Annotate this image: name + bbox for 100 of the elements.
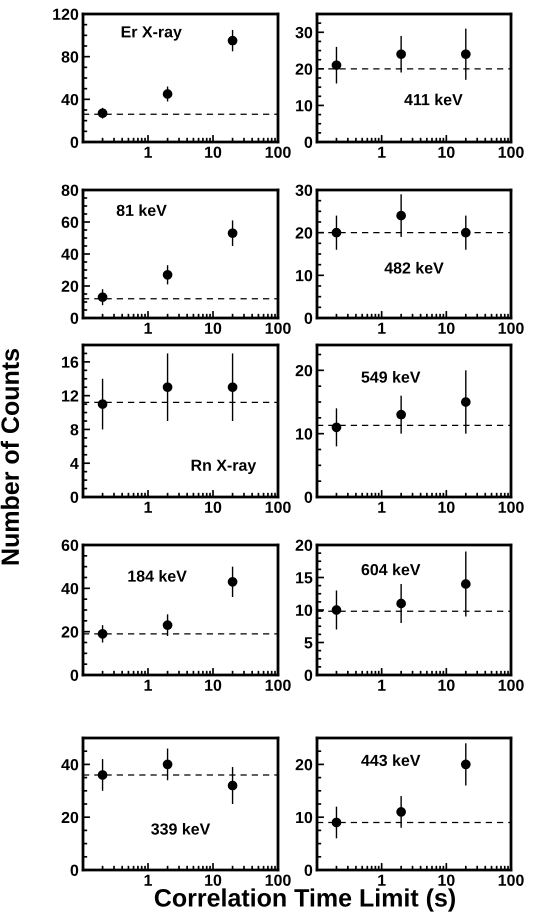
y-tick-label: 5 xyxy=(304,637,312,648)
x-tick-label: 1 xyxy=(144,502,152,513)
x-tick-label: 10 xyxy=(205,322,222,334)
x-tick-label: 100 xyxy=(266,146,291,158)
text: 604 keV xyxy=(362,564,420,576)
x-tick-label: 1 xyxy=(378,146,386,158)
text: 443 keV xyxy=(361,754,420,766)
x-tick-label: 10 xyxy=(438,502,455,513)
point xyxy=(332,818,342,828)
y-tick-label: 0 xyxy=(70,312,78,324)
point xyxy=(332,605,342,615)
point xyxy=(228,36,238,46)
x-tick-label: 1 xyxy=(144,146,152,158)
y-tick-label: 60 xyxy=(62,216,78,228)
y-tick-label: 0 xyxy=(304,136,312,148)
y-tick-label: 60 xyxy=(62,540,78,551)
point xyxy=(332,422,342,432)
point xyxy=(460,760,471,770)
y-tick-label: 10 xyxy=(296,270,312,282)
point xyxy=(396,410,406,420)
y-tick-label: 10 xyxy=(296,812,312,824)
x-tick-label: 10 xyxy=(438,146,455,158)
x-tick-label: 10 xyxy=(438,680,455,691)
y-tick-label: 4 xyxy=(70,458,79,470)
x-tick-label: 1 xyxy=(144,874,152,886)
text: Er X-ray xyxy=(122,26,182,41)
point xyxy=(460,397,471,407)
text: 339 keV xyxy=(151,822,210,835)
point xyxy=(162,270,172,280)
x-tick-label: 10 xyxy=(205,680,222,691)
y-tick-label: 80 xyxy=(62,51,78,63)
y-tick-label: 20 xyxy=(296,759,312,770)
y-tick-label: 10 xyxy=(296,604,312,616)
x-tick-label: 1 xyxy=(144,680,152,691)
y-tick-label: 20 xyxy=(62,626,78,638)
y-tick-label: 10 xyxy=(296,100,312,112)
x-tick-label: 100 xyxy=(498,502,524,513)
x-tick-label: 100 xyxy=(498,874,524,886)
y-tick-label: 0 xyxy=(304,864,312,876)
y-tick-label: 20 xyxy=(296,227,312,239)
point xyxy=(98,108,108,118)
x-tick-label: 10 xyxy=(438,874,455,886)
y-tick-label: 120 xyxy=(53,8,78,20)
x-tick-label: 1 xyxy=(378,874,386,886)
x-tick-label: 100 xyxy=(266,680,291,691)
x-tick-label: 10 xyxy=(205,874,222,886)
y-tick-label: 20 xyxy=(296,63,312,75)
x-tick-label: 10 xyxy=(205,146,222,158)
point xyxy=(162,620,172,630)
text: 81 keV xyxy=(116,204,167,216)
y-tick-label: 10 xyxy=(296,428,312,440)
y-tick-label: 30 xyxy=(295,26,312,38)
y-tick-label: 20 xyxy=(296,540,312,551)
point xyxy=(228,228,238,238)
y-tick-label: 40 xyxy=(61,582,78,594)
x-tick-label: 1 xyxy=(378,502,386,513)
point xyxy=(228,780,238,790)
y-axis-title: Number of Counts xyxy=(0,349,20,564)
x-tick-label: 100 xyxy=(498,146,524,158)
x-tick-label: 100 xyxy=(266,322,291,334)
y-tick-label: 30 xyxy=(295,184,312,196)
point xyxy=(162,760,172,770)
y-tick-label: 0 xyxy=(304,492,312,503)
y-tick-label: 16 xyxy=(62,356,78,368)
y-tick-label: 0 xyxy=(70,136,78,148)
x-tick-label: 1 xyxy=(144,322,152,334)
point xyxy=(98,292,108,302)
text: 184 keV xyxy=(128,570,187,582)
point xyxy=(162,89,172,99)
x-tick-label: 10 xyxy=(438,322,455,334)
x-tick-label: 100 xyxy=(266,502,291,513)
x-tick-label: 100 xyxy=(266,874,291,886)
x-tick-label: 10 xyxy=(205,502,222,513)
point xyxy=(396,807,406,817)
point xyxy=(228,576,238,587)
point xyxy=(98,770,108,780)
x-tick-label: 1 xyxy=(378,322,386,334)
y-tick-label: 8 xyxy=(70,424,78,436)
y-tick-label: 12 xyxy=(62,390,78,402)
x-tick-label: 100 xyxy=(498,322,524,334)
y-tick-label: 40 xyxy=(61,94,78,106)
y-tick-label: 20 xyxy=(62,280,78,292)
y-tick-label: 15 xyxy=(296,572,312,584)
y-tick-label: 40 xyxy=(61,759,78,770)
y-tick-label: 0 xyxy=(70,670,78,681)
y-tick-label: 80 xyxy=(62,184,78,196)
point xyxy=(396,598,406,608)
text: 482 keV xyxy=(384,262,444,274)
x-axis-title: Correlation Time Limit (s) xyxy=(154,888,455,912)
y-tick-label: 0 xyxy=(70,492,78,503)
x-tick-label: 100 xyxy=(498,680,524,691)
y-tick-label: 20 xyxy=(296,364,312,376)
y-tick-label: 0 xyxy=(304,312,312,324)
point xyxy=(98,628,108,639)
y-tick-label: 40 xyxy=(61,248,78,260)
y-tick-label: 0 xyxy=(304,670,312,681)
point xyxy=(460,579,471,589)
text: Rn X-ray xyxy=(192,460,256,474)
y-tick-label: 0 xyxy=(70,864,78,876)
y-tick-label: 20 xyxy=(62,812,78,824)
